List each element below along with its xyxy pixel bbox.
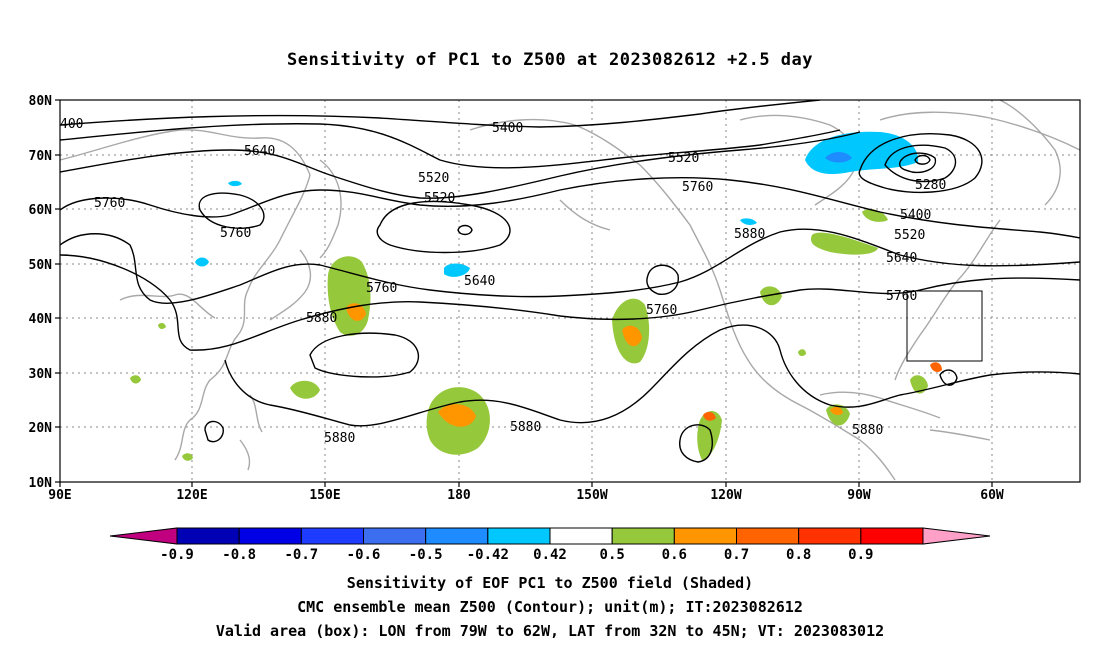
colorbar-swatch [549, 527, 613, 545]
colorbar-label: -0.5 [409, 547, 443, 563]
colorbar-label: -0.7 [284, 547, 318, 563]
contour-label: 5400 [900, 208, 931, 223]
lon-label: 150E [309, 488, 340, 503]
colorbar: -0.9 -0.8 -0.7 -0.6 -0.5 -0.42 0.42 0.5 0.6 0.7 0.… [109, 527, 991, 563]
lat-label: 80N [29, 94, 53, 109]
contour-label: 5760 [220, 226, 251, 241]
contour-label: 5880 [852, 423, 883, 438]
contour-labels: 400 5400 5520 5640 5520 5520 5280 5760 5… [60, 117, 946, 446]
contour-label: 5520 [424, 191, 455, 206]
colorbar-swatch [109, 527, 178, 545]
contour-label: 5640 [886, 251, 917, 266]
contour-label: 5520 [418, 171, 449, 186]
colorbar-swatch [798, 527, 862, 545]
lat-label: 70N [29, 149, 53, 164]
lon-label: 150W [576, 488, 607, 503]
caption-line-3: Valid area (box): LON from 79W to 62W, L… [215, 622, 885, 640]
colorbar-swatch [425, 527, 489, 545]
colorbar-label: -0.6 [347, 547, 381, 563]
contour-label: 5760 [682, 180, 713, 195]
contour-label: 5640 [244, 144, 275, 159]
colorbar-label: 0.6 [662, 547, 687, 563]
lon-label: 120W [710, 488, 741, 503]
contour-label: 5880 [510, 420, 541, 435]
contour-label: 5640 [464, 274, 495, 289]
lat-label: 20N [29, 421, 53, 436]
colorbar-swatch [363, 527, 427, 545]
contour-label: 5520 [894, 228, 925, 243]
contour-label: 5760 [886, 289, 917, 304]
colorbar-swatch [922, 527, 991, 545]
lon-label: 90W [847, 488, 871, 503]
caption-line-1: Sensitivity of EOF PC1 to Z500 field (Sh… [346, 574, 754, 592]
lat-label: 30N [29, 367, 53, 382]
colorbar-label: 0.8 [786, 547, 811, 563]
colorbar-label: 0.9 [848, 547, 873, 563]
contour-label: 5880 [734, 227, 765, 242]
lon-label: 180 [447, 488, 471, 503]
lat-label: 10N [29, 476, 53, 491]
contour-label: 5760 [366, 281, 397, 296]
lon-labels: 90E 120E 150E 180 150W 120W 90W 60W [48, 488, 1004, 503]
z500-contours [60, 100, 1080, 463]
colorbar-label: -0.8 [222, 547, 256, 563]
contour-label: 5880 [306, 311, 337, 326]
valid-area-box [906, 290, 983, 362]
colorbar-label: -0.9 [160, 547, 194, 563]
lat-label: 40N [29, 312, 53, 327]
contour-label: 5400 [492, 121, 523, 136]
lon-label: 90E [48, 488, 71, 503]
colorbar-swatch [176, 527, 240, 545]
ticks [55, 99, 993, 487]
contour-label: 5760 [646, 303, 677, 318]
sensitivity-shading [130, 131, 942, 461]
colorbar-label: 0.42 [533, 547, 567, 563]
plot-frame [59, 99, 1081, 483]
colorbar-label: 0.5 [600, 547, 625, 563]
contour-label: 5760 [94, 196, 125, 211]
contour-label: 5520 [668, 151, 699, 166]
colorbar-label: 0.7 [724, 547, 749, 563]
colorbar-swatch [860, 527, 924, 545]
colorbar-swatch [487, 527, 551, 545]
lat-label: 50N [29, 258, 53, 273]
colorbar-swatch [673, 527, 737, 545]
lon-label: 120E [176, 488, 207, 503]
caption-line-2: CMC ensemble mean Z500 (Contour); unit(m… [297, 598, 803, 616]
colorbar-swatch [736, 527, 800, 545]
contour-label: 5880 [324, 431, 355, 446]
colorbar-swatch [238, 527, 302, 545]
contour-label: 400 [60, 117, 83, 132]
colorbar-swatch [611, 527, 675, 545]
map-title: Sensitivity of PC1 to Z500 at 2023082612… [286, 50, 813, 70]
contour-label: 5280 [915, 178, 946, 193]
lat-labels: 10N 20N 30N 40N 50N 60N 70N 80N [29, 94, 53, 491]
colorbar-label: -0.42 [467, 547, 509, 563]
colorbar-swatch [300, 527, 365, 545]
lat-label: 60N [29, 203, 53, 218]
lon-label: 60W [980, 488, 1004, 503]
